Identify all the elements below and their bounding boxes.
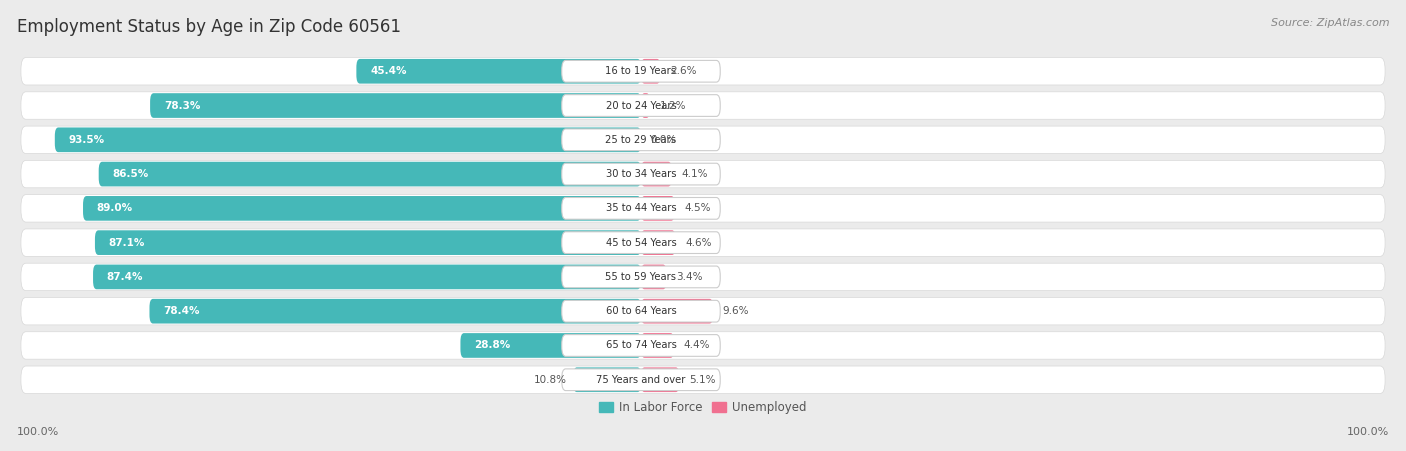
FancyBboxPatch shape [21,332,1385,359]
Text: 100.0%: 100.0% [1347,428,1389,437]
Text: 87.1%: 87.1% [108,238,145,248]
Text: 4.1%: 4.1% [682,169,709,179]
Text: 16 to 19 Years: 16 to 19 Years [606,66,676,76]
FancyBboxPatch shape [641,333,673,358]
Text: 35 to 44 Years: 35 to 44 Years [606,203,676,213]
Text: 1.2%: 1.2% [659,101,686,110]
FancyBboxPatch shape [562,266,720,288]
FancyBboxPatch shape [149,299,641,323]
FancyBboxPatch shape [21,229,1385,256]
FancyBboxPatch shape [641,59,661,83]
FancyBboxPatch shape [21,366,1385,393]
Text: 4.5%: 4.5% [685,203,711,213]
Text: 3.4%: 3.4% [676,272,703,282]
Text: 2.6%: 2.6% [671,66,696,76]
FancyBboxPatch shape [562,300,720,322]
FancyBboxPatch shape [21,126,1385,153]
FancyBboxPatch shape [641,162,672,186]
FancyBboxPatch shape [83,196,641,221]
FancyBboxPatch shape [562,369,720,391]
FancyBboxPatch shape [96,230,641,255]
FancyBboxPatch shape [641,265,666,289]
Text: 75 Years and over: 75 Years and over [596,375,686,385]
FancyBboxPatch shape [562,232,720,253]
Text: Employment Status by Age in Zip Code 60561: Employment Status by Age in Zip Code 605… [17,18,401,36]
FancyBboxPatch shape [21,298,1385,325]
FancyBboxPatch shape [21,263,1385,290]
Text: 55 to 59 Years: 55 to 59 Years [606,272,676,282]
FancyBboxPatch shape [21,195,1385,222]
Text: 20 to 24 Years: 20 to 24 Years [606,101,676,110]
Text: 45.4%: 45.4% [370,66,406,76]
Text: Source: ZipAtlas.com: Source: ZipAtlas.com [1271,18,1389,28]
FancyBboxPatch shape [641,196,675,221]
Text: 93.5%: 93.5% [69,135,104,145]
FancyBboxPatch shape [356,59,641,83]
FancyBboxPatch shape [641,368,679,392]
FancyBboxPatch shape [21,92,1385,119]
Text: 4.6%: 4.6% [685,238,711,248]
FancyBboxPatch shape [562,95,720,116]
FancyBboxPatch shape [21,58,1385,85]
Text: 86.5%: 86.5% [112,169,149,179]
FancyBboxPatch shape [21,161,1385,188]
Text: 10.8%: 10.8% [533,375,567,385]
Text: 89.0%: 89.0% [97,203,134,213]
FancyBboxPatch shape [562,335,720,356]
FancyBboxPatch shape [562,163,720,185]
FancyBboxPatch shape [641,299,713,323]
Text: 45 to 54 Years: 45 to 54 Years [606,238,676,248]
Text: 60 to 64 Years: 60 to 64 Years [606,306,676,316]
Text: 5.1%: 5.1% [689,375,716,385]
FancyBboxPatch shape [460,333,641,358]
FancyBboxPatch shape [55,128,641,152]
FancyBboxPatch shape [150,93,641,118]
Text: 4.4%: 4.4% [683,341,710,350]
FancyBboxPatch shape [562,129,720,151]
Text: 100.0%: 100.0% [17,428,59,437]
Text: 78.3%: 78.3% [165,101,200,110]
Text: 9.6%: 9.6% [723,306,749,316]
FancyBboxPatch shape [93,265,641,289]
Text: 65 to 74 Years: 65 to 74 Years [606,341,676,350]
Legend: In Labor Force, Unemployed: In Labor Force, Unemployed [595,396,811,419]
FancyBboxPatch shape [562,198,720,219]
Text: 25 to 29 Years: 25 to 29 Years [606,135,676,145]
FancyBboxPatch shape [574,368,641,392]
FancyBboxPatch shape [641,230,675,255]
FancyBboxPatch shape [562,60,720,82]
Text: 28.8%: 28.8% [474,341,510,350]
Text: 0.0%: 0.0% [651,135,676,145]
Text: 30 to 34 Years: 30 to 34 Years [606,169,676,179]
Text: 87.4%: 87.4% [107,272,143,282]
FancyBboxPatch shape [98,162,641,186]
Text: 78.4%: 78.4% [163,306,200,316]
FancyBboxPatch shape [641,93,650,118]
